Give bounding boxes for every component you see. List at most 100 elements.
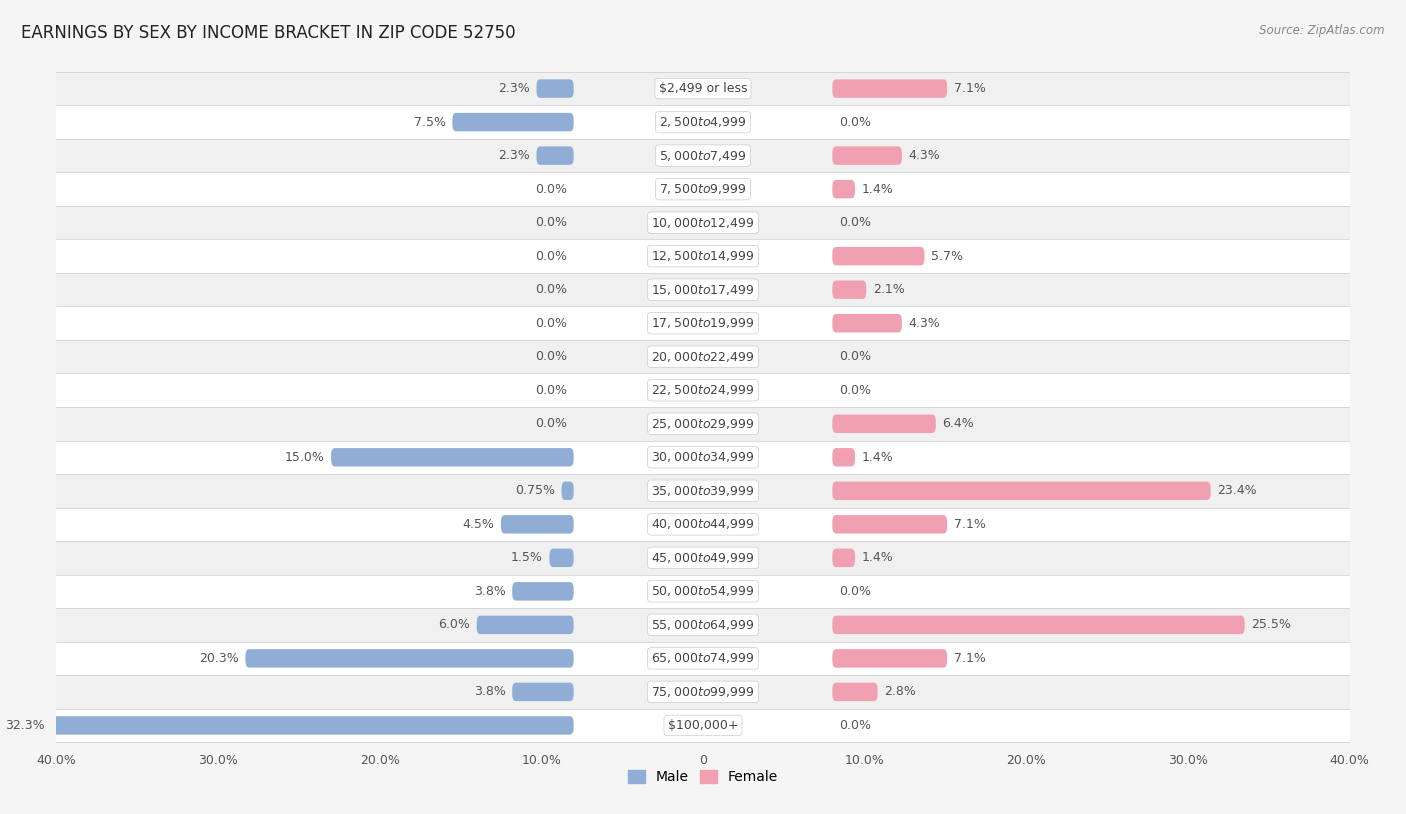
Text: $22,500 to $24,999: $22,500 to $24,999 bbox=[651, 383, 755, 397]
Text: 0.0%: 0.0% bbox=[839, 116, 870, 129]
Text: 3.8%: 3.8% bbox=[474, 584, 506, 597]
FancyBboxPatch shape bbox=[832, 448, 855, 466]
FancyBboxPatch shape bbox=[832, 515, 948, 533]
Text: 2.3%: 2.3% bbox=[498, 149, 530, 162]
FancyBboxPatch shape bbox=[56, 474, 1350, 508]
FancyBboxPatch shape bbox=[56, 340, 1350, 374]
FancyBboxPatch shape bbox=[832, 314, 901, 332]
FancyBboxPatch shape bbox=[56, 641, 1350, 675]
FancyBboxPatch shape bbox=[56, 306, 1350, 340]
Text: $30,000 to $34,999: $30,000 to $34,999 bbox=[651, 450, 755, 464]
FancyBboxPatch shape bbox=[56, 508, 1350, 541]
FancyBboxPatch shape bbox=[832, 147, 901, 164]
FancyBboxPatch shape bbox=[512, 683, 574, 701]
FancyBboxPatch shape bbox=[56, 72, 1350, 105]
Text: 25.5%: 25.5% bbox=[1251, 619, 1291, 632]
Text: 1.4%: 1.4% bbox=[862, 182, 893, 195]
FancyBboxPatch shape bbox=[561, 482, 574, 500]
Text: $100,000+: $100,000+ bbox=[668, 719, 738, 732]
FancyBboxPatch shape bbox=[56, 709, 1350, 742]
Text: $7,500 to $9,999: $7,500 to $9,999 bbox=[659, 182, 747, 196]
Text: 7.1%: 7.1% bbox=[953, 652, 986, 665]
Text: $12,500 to $14,999: $12,500 to $14,999 bbox=[651, 249, 755, 263]
Text: 0.75%: 0.75% bbox=[515, 484, 555, 497]
Text: $5,000 to $7,499: $5,000 to $7,499 bbox=[659, 149, 747, 163]
Legend: Male, Female: Male, Female bbox=[623, 764, 783, 790]
FancyBboxPatch shape bbox=[56, 675, 1350, 709]
FancyBboxPatch shape bbox=[56, 440, 1350, 474]
FancyBboxPatch shape bbox=[832, 247, 925, 265]
Text: 7.5%: 7.5% bbox=[413, 116, 446, 129]
Text: 2.8%: 2.8% bbox=[884, 685, 915, 698]
Text: $2,500 to $4,999: $2,500 to $4,999 bbox=[659, 115, 747, 129]
Text: 0.0%: 0.0% bbox=[536, 250, 567, 263]
FancyBboxPatch shape bbox=[512, 582, 574, 601]
Text: $10,000 to $12,499: $10,000 to $12,499 bbox=[651, 216, 755, 230]
FancyBboxPatch shape bbox=[56, 541, 1350, 575]
Text: 0.0%: 0.0% bbox=[536, 350, 567, 363]
Text: $2,499 or less: $2,499 or less bbox=[659, 82, 747, 95]
Text: 0.0%: 0.0% bbox=[839, 350, 870, 363]
Text: 0.0%: 0.0% bbox=[839, 383, 870, 396]
Text: 1.5%: 1.5% bbox=[510, 551, 543, 564]
Text: 0.0%: 0.0% bbox=[839, 584, 870, 597]
FancyBboxPatch shape bbox=[56, 206, 1350, 239]
Text: $50,000 to $54,999: $50,000 to $54,999 bbox=[651, 584, 755, 598]
Text: $75,000 to $99,999: $75,000 to $99,999 bbox=[651, 685, 755, 699]
FancyBboxPatch shape bbox=[453, 113, 574, 131]
Text: EARNINGS BY SEX BY INCOME BRACKET IN ZIP CODE 52750: EARNINGS BY SEX BY INCOME BRACKET IN ZIP… bbox=[21, 24, 516, 42]
FancyBboxPatch shape bbox=[537, 79, 574, 98]
FancyBboxPatch shape bbox=[832, 615, 1244, 634]
Text: Source: ZipAtlas.com: Source: ZipAtlas.com bbox=[1260, 24, 1385, 37]
FancyBboxPatch shape bbox=[832, 281, 866, 299]
Text: 4.3%: 4.3% bbox=[908, 149, 941, 162]
Text: 2.3%: 2.3% bbox=[498, 82, 530, 95]
FancyBboxPatch shape bbox=[52, 716, 574, 735]
Text: 1.4%: 1.4% bbox=[862, 451, 893, 464]
Text: 1.4%: 1.4% bbox=[862, 551, 893, 564]
FancyBboxPatch shape bbox=[56, 575, 1350, 608]
Text: 0.0%: 0.0% bbox=[536, 217, 567, 230]
Text: 23.4%: 23.4% bbox=[1218, 484, 1257, 497]
FancyBboxPatch shape bbox=[550, 549, 574, 567]
Text: 20.3%: 20.3% bbox=[200, 652, 239, 665]
Text: 3.8%: 3.8% bbox=[474, 685, 506, 698]
Text: 0.0%: 0.0% bbox=[839, 217, 870, 230]
FancyBboxPatch shape bbox=[56, 173, 1350, 206]
FancyBboxPatch shape bbox=[246, 650, 574, 667]
FancyBboxPatch shape bbox=[832, 414, 936, 433]
FancyBboxPatch shape bbox=[477, 615, 574, 634]
FancyBboxPatch shape bbox=[56, 374, 1350, 407]
FancyBboxPatch shape bbox=[537, 147, 574, 164]
Text: 0.0%: 0.0% bbox=[536, 418, 567, 431]
FancyBboxPatch shape bbox=[832, 180, 855, 199]
FancyBboxPatch shape bbox=[56, 139, 1350, 173]
Text: 5.7%: 5.7% bbox=[931, 250, 963, 263]
Text: $20,000 to $22,499: $20,000 to $22,499 bbox=[651, 350, 755, 364]
Text: 7.1%: 7.1% bbox=[953, 518, 986, 531]
Text: $25,000 to $29,999: $25,000 to $29,999 bbox=[651, 417, 755, 431]
FancyBboxPatch shape bbox=[332, 448, 574, 466]
Text: 7.1%: 7.1% bbox=[953, 82, 986, 95]
Text: $35,000 to $39,999: $35,000 to $39,999 bbox=[651, 484, 755, 498]
Text: $17,500 to $19,999: $17,500 to $19,999 bbox=[651, 316, 755, 330]
Text: $55,000 to $64,999: $55,000 to $64,999 bbox=[651, 618, 755, 632]
Text: 6.4%: 6.4% bbox=[942, 418, 974, 431]
FancyBboxPatch shape bbox=[501, 515, 574, 533]
FancyBboxPatch shape bbox=[56, 239, 1350, 273]
FancyBboxPatch shape bbox=[832, 683, 877, 701]
FancyBboxPatch shape bbox=[832, 650, 948, 667]
Text: 0.0%: 0.0% bbox=[536, 182, 567, 195]
FancyBboxPatch shape bbox=[56, 407, 1350, 440]
FancyBboxPatch shape bbox=[832, 482, 1211, 500]
Text: 0.0%: 0.0% bbox=[536, 283, 567, 296]
Text: 0.0%: 0.0% bbox=[839, 719, 870, 732]
FancyBboxPatch shape bbox=[56, 608, 1350, 641]
Text: 2.1%: 2.1% bbox=[873, 283, 904, 296]
FancyBboxPatch shape bbox=[56, 273, 1350, 306]
Text: 4.3%: 4.3% bbox=[908, 317, 941, 330]
Text: 0.0%: 0.0% bbox=[536, 383, 567, 396]
Text: 32.3%: 32.3% bbox=[6, 719, 45, 732]
Text: $40,000 to $44,999: $40,000 to $44,999 bbox=[651, 518, 755, 532]
Text: 15.0%: 15.0% bbox=[285, 451, 325, 464]
